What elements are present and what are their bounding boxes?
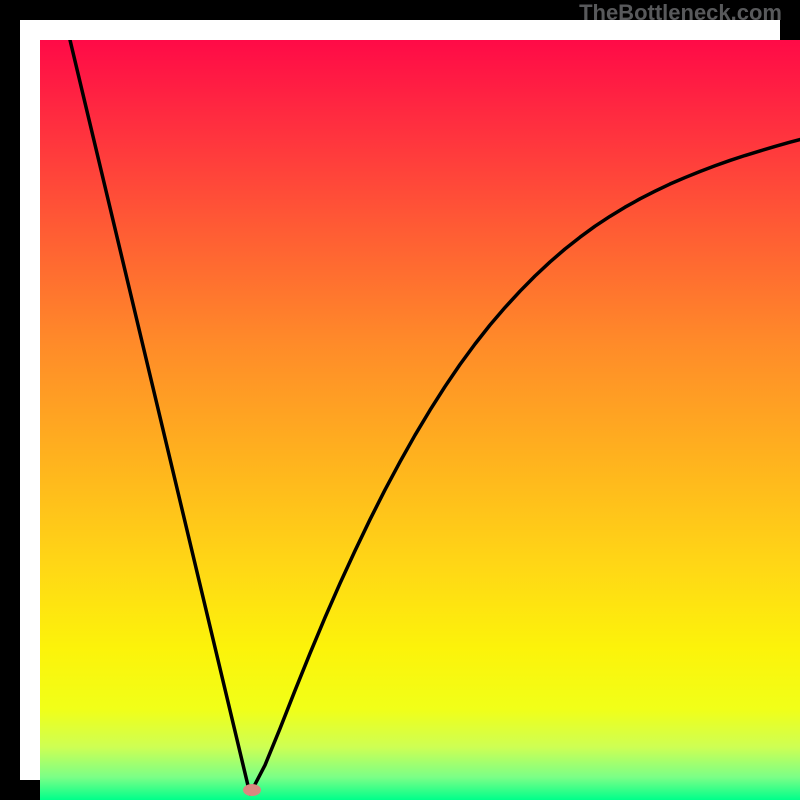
watermark-text: TheBottleneck.com (579, 0, 782, 26)
bottleneck-curve (40, 40, 800, 800)
minimum-marker (243, 784, 261, 796)
chart-frame (0, 0, 800, 800)
plot-area (40, 40, 800, 800)
